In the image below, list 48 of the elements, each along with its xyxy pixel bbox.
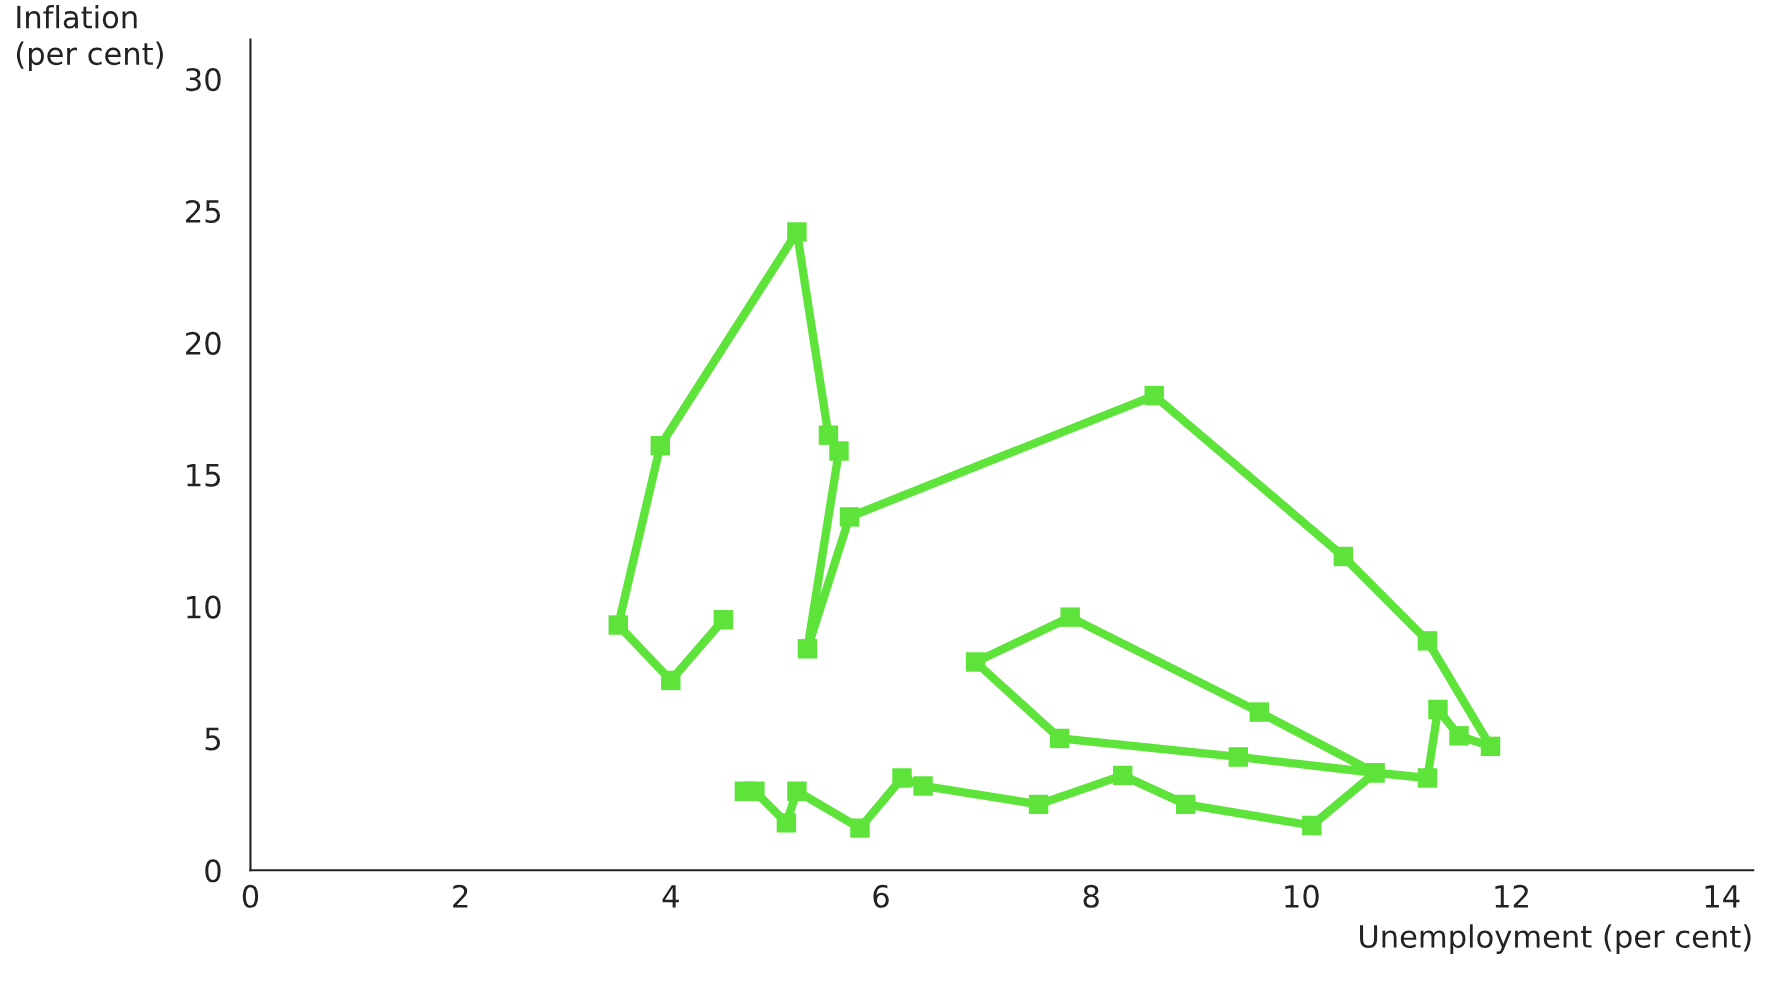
y-tick-label: 0 <box>205 859 221 883</box>
point <box>797 639 818 659</box>
point <box>850 818 870 838</box>
point <box>787 222 807 242</box>
y-tick-label: 15 <box>187 464 221 487</box>
y-tick-label: 10 <box>187 595 221 619</box>
point <box>1449 726 1469 746</box>
point <box>1428 699 1448 720</box>
y-tick-label: 20 <box>186 331 221 355</box>
x-tick-label: 2 <box>453 884 468 908</box>
y-tick-label: 30 <box>186 68 221 92</box>
point <box>608 615 628 635</box>
point <box>829 441 849 461</box>
x-tick-label: 8 <box>1083 884 1099 908</box>
y-tick-label: 25 <box>186 199 221 224</box>
point <box>1028 794 1049 815</box>
point <box>892 768 912 788</box>
point <box>965 652 986 672</box>
point <box>713 610 734 630</box>
point <box>839 507 860 527</box>
point <box>787 781 807 801</box>
point <box>1249 702 1270 722</box>
x-tick-label: 12 <box>1495 884 1528 908</box>
point <box>734 781 755 801</box>
point <box>1302 815 1322 836</box>
point <box>1480 736 1501 757</box>
y-tick-label: 5 <box>205 727 221 751</box>
point <box>913 776 933 796</box>
x-tick-label: 6 <box>873 884 889 908</box>
point <box>1417 768 1438 788</box>
x-tick-label: 4 <box>662 885 679 908</box>
x-tick-label: 10 <box>1285 884 1319 908</box>
y-axis-title: Inflation (per cent) <box>16 4 163 72</box>
x-axis-title: Unemployment (per cent) <box>1360 924 1751 954</box>
x-tick-label: 14 <box>1705 885 1740 908</box>
point <box>650 435 671 456</box>
point <box>1228 747 1249 767</box>
point <box>818 425 839 445</box>
point <box>1333 546 1354 567</box>
point <box>1417 631 1438 651</box>
point <box>1144 385 1164 406</box>
point <box>1112 765 1133 786</box>
point <box>1176 794 1196 815</box>
point <box>1060 607 1080 627</box>
point <box>1049 728 1070 749</box>
point <box>661 670 681 691</box>
point <box>776 813 797 833</box>
x-tick-label: 0 <box>242 884 259 908</box>
